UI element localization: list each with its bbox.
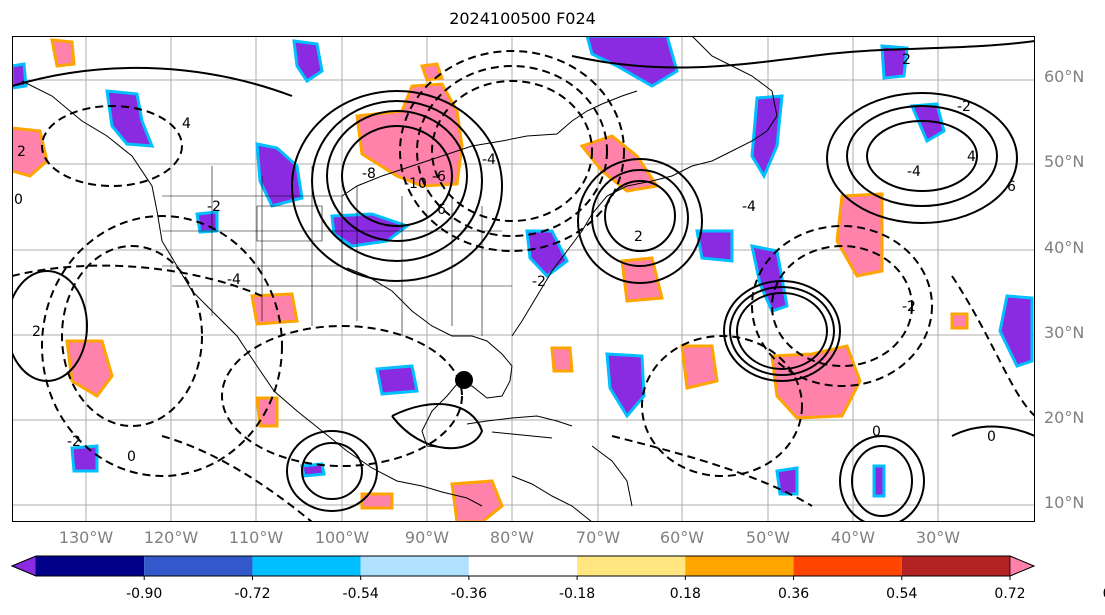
colorbar-tick-label: 0.18 bbox=[669, 586, 701, 602]
contour-label: 2 bbox=[902, 52, 911, 68]
colorbar-tick-label: -0.18 bbox=[558, 586, 596, 602]
colorbar-tick-label: 0.54 bbox=[886, 586, 918, 602]
colorbar-tick-label: -0.54 bbox=[342, 586, 379, 602]
colorbar-segment bbox=[577, 556, 686, 576]
colorbar-segment bbox=[360, 556, 469, 576]
contour-label: 6 bbox=[437, 202, 446, 218]
colorbar-segment bbox=[36, 556, 145, 576]
contour-label: -4 bbox=[742, 199, 756, 215]
contour-labels: 4 2 0 -2 -4 -6 -8 -10 6 -2 2 -4 4 6 -4 -… bbox=[14, 52, 1016, 465]
map-background bbox=[12, 36, 1035, 522]
lat-label: 10°N bbox=[1044, 493, 1085, 512]
contour-label: -4 bbox=[227, 272, 241, 288]
contour-label: 4 bbox=[967, 149, 976, 165]
colorbar bbox=[10, 555, 1036, 580]
contour-label: -2 bbox=[67, 434, 81, 450]
lon-label: 110°W bbox=[228, 528, 284, 547]
lon-label: 70°W bbox=[575, 528, 621, 547]
map-panel: 4 2 0 -2 -4 -6 -8 -10 6 -2 2 -4 4 6 -4 -… bbox=[12, 36, 1035, 522]
lon-label: 100°W bbox=[314, 528, 370, 547]
lon-label: 30°W bbox=[915, 528, 961, 547]
lon-label: 120°W bbox=[143, 528, 199, 547]
contour-label: -2 bbox=[207, 199, 221, 215]
contour-label: 0 bbox=[987, 429, 996, 445]
colorbar-extend-high bbox=[1009, 555, 1036, 577]
colorbar-segment bbox=[144, 556, 253, 576]
colorbar-tick-label: -0.90 bbox=[126, 586, 163, 602]
colorbar-tick-label: 0.36 bbox=[777, 586, 810, 602]
lon-label: 130°W bbox=[58, 528, 114, 547]
contour-label: 2 bbox=[634, 229, 643, 245]
colorbar-outline bbox=[10, 555, 1036, 577]
lat-label: 30°N bbox=[1044, 323, 1085, 342]
negative-shading bbox=[12, 36, 1034, 498]
contour-label: -2 bbox=[902, 299, 916, 315]
contour-label: -2 bbox=[957, 99, 971, 115]
contour-label: 0 bbox=[872, 424, 881, 440]
colorbar-tick-label: -0.72 bbox=[234, 586, 271, 602]
contour-label: 2 bbox=[32, 324, 41, 340]
lat-label: 60°N bbox=[1044, 67, 1085, 86]
state-borders bbox=[162, 166, 512, 336]
contour-label: -8 bbox=[362, 166, 376, 182]
lon-label: 60°W bbox=[659, 528, 705, 547]
contour-label: -4 bbox=[907, 164, 921, 180]
contour-label: 2 bbox=[17, 144, 26, 160]
lat-label: 40°N bbox=[1044, 238, 1085, 257]
colorbar-extend-low bbox=[10, 555, 37, 577]
lat-label: 20°N bbox=[1044, 408, 1085, 427]
colorbar-segment bbox=[685, 556, 794, 576]
colorbar-tick-label: -0.36 bbox=[450, 586, 487, 602]
contour-label: -4 bbox=[482, 152, 496, 168]
colorbar-segment bbox=[468, 556, 578, 576]
contour-label: -2 bbox=[532, 274, 546, 290]
colorbar-tick-label: 0.90 bbox=[1103, 586, 1105, 602]
solid-contours bbox=[12, 40, 1035, 522]
lon-label: 40°W bbox=[830, 528, 876, 547]
lon-label: 90°W bbox=[404, 528, 450, 547]
contour-label: 6 bbox=[1007, 179, 1016, 195]
colorbar-ticks bbox=[143, 576, 1011, 580]
lon-label: 50°W bbox=[745, 528, 791, 547]
contour-label: 4 bbox=[182, 116, 191, 132]
colorbar-segments bbox=[10, 555, 1036, 577]
dashed-contours bbox=[12, 50, 1035, 522]
colorbar-tick-label: 0.72 bbox=[994, 586, 1026, 602]
map-frame bbox=[12, 36, 1035, 522]
contour-label: 0 bbox=[127, 449, 136, 465]
contour-label: -6 bbox=[432, 169, 446, 185]
coastlines bbox=[21, 36, 778, 522]
colorbar-segment bbox=[901, 556, 1010, 576]
contour-label: -10 bbox=[404, 176, 427, 192]
position-marker bbox=[455, 371, 473, 389]
colorbar-segment bbox=[252, 556, 361, 576]
map-title: 2024100500 F024 bbox=[449, 9, 596, 28]
contour-label: 0 bbox=[14, 192, 23, 208]
lon-label: 80°W bbox=[489, 528, 535, 547]
colorbar-segment bbox=[793, 556, 902, 576]
lat-label: 50°N bbox=[1044, 152, 1085, 171]
